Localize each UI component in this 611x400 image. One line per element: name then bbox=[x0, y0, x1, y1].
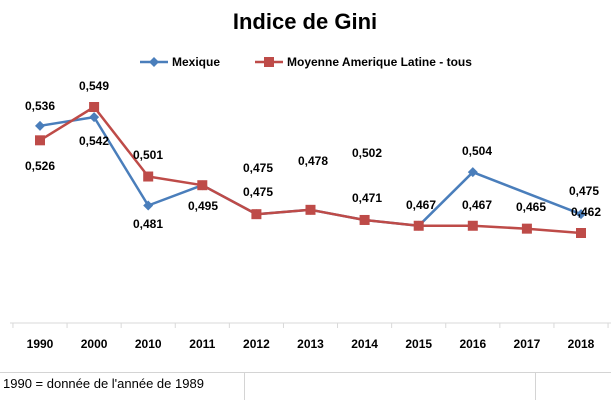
data-label-0-2012: 0,475 bbox=[243, 185, 273, 199]
data-label-1-2010: 0,501 bbox=[133, 148, 163, 162]
data-label-1-2017: 0,465 bbox=[516, 200, 546, 214]
legend-marker-0 bbox=[149, 57, 159, 67]
data-point-1-2018 bbox=[576, 228, 586, 238]
footnote: 1990 = donnée de l'année de 1989 bbox=[3, 376, 204, 391]
data-label-1-2018: 0,462 bbox=[571, 205, 601, 219]
chart-title: Indice de Gini bbox=[233, 9, 377, 34]
x-tick-label: 2010 bbox=[135, 337, 162, 351]
x-tick-label: 2012 bbox=[243, 337, 270, 351]
data-label-0-2018: 0,475 bbox=[569, 184, 599, 198]
data-label-1-2012: 0,475 bbox=[243, 161, 273, 175]
x-tick-label: 2000 bbox=[81, 337, 108, 351]
chart-legend: Mexique Moyenne Amerique Latine - tous bbox=[140, 55, 472, 69]
data-label-1-2014: 0,471 bbox=[352, 191, 382, 205]
sheet-row-divider bbox=[0, 372, 611, 373]
data-point-0-1990 bbox=[35, 120, 45, 131]
data-point-0-2018 bbox=[576, 209, 586, 220]
x-axis: 1990 2000 2010 2011 2012 2013 2014 2015 2016 2017… bbox=[10, 322, 611, 351]
data-point-0-2000 bbox=[89, 112, 100, 123]
legend-label-1: Moyenne Amerique Latine - tous bbox=[287, 55, 472, 69]
data-point-1-1990 bbox=[35, 135, 45, 146]
data-point-0-2016 bbox=[467, 167, 478, 178]
data-label-0-2000: 0,542 bbox=[79, 134, 109, 148]
data-label-0-1990: 0,536 bbox=[25, 99, 55, 113]
data-point-1-2013 bbox=[305, 204, 316, 215]
x-tick-label: 2013 bbox=[297, 337, 324, 351]
data-point-0-2010 bbox=[143, 200, 154, 211]
series-layer bbox=[35, 102, 586, 238]
sheet-column-divider bbox=[535, 372, 536, 400]
legend-marker-1 bbox=[264, 57, 274, 67]
x-tick-label: 2011 bbox=[189, 337, 215, 351]
x-tick-label: 2014 bbox=[351, 337, 378, 351]
data-point-1-2014 bbox=[359, 214, 370, 225]
x-tick-label: 2017 bbox=[514, 337, 541, 351]
data-point-1-2010 bbox=[143, 171, 154, 182]
data-label-0-2010: 0,481 bbox=[133, 217, 163, 231]
data-label-0-2013: 0,478 bbox=[298, 154, 328, 168]
data-point-1-2000 bbox=[89, 102, 100, 112]
data-label-0-2011: 0,495 bbox=[188, 199, 218, 213]
data-label-1-2015: 0,467 bbox=[406, 198, 436, 212]
data-point-1-2016 bbox=[467, 220, 478, 231]
data-labels: 0,536 0,542 0,481 0,475 0,478 0,502 0,504 0,475… bbox=[25, 79, 601, 231]
data-label-0-2016: 0,504 bbox=[462, 144, 492, 158]
data-label-0-2014: 0,502 bbox=[352, 146, 382, 160]
data-label-1-2016: 0,467 bbox=[462, 198, 492, 212]
x-tick-label: 1990 bbox=[27, 337, 54, 351]
data-point-1-2011 bbox=[197, 180, 208, 191]
x-tick-label: 2016 bbox=[459, 337, 486, 351]
data-point-1-2015 bbox=[413, 220, 424, 231]
data-label-1-2000: 0,549 bbox=[79, 79, 109, 93]
legend-label-0: Mexique bbox=[172, 55, 220, 69]
x-tick-label: 2015 bbox=[405, 337, 432, 351]
data-point-1-2017 bbox=[521, 223, 532, 234]
x-tick-label: 2018 bbox=[568, 337, 595, 351]
data-point-1-2012 bbox=[251, 209, 262, 220]
data-label-1-1990: 0,526 bbox=[25, 159, 55, 173]
sheet-column-divider bbox=[244, 372, 245, 400]
